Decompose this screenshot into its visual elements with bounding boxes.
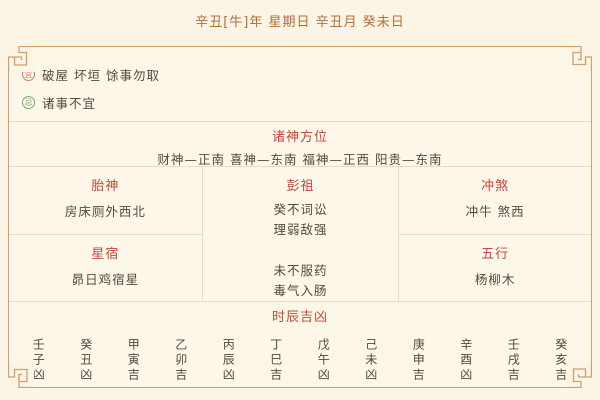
pengzu-taboo-group-day: 癸不词讼 理弱敌强 (203, 200, 399, 240)
hours-luck-section: 时辰吉凶 壬子凶 癸丑凶 甲寅吉 乙卯吉 丙辰凶 丁巳吉 戊午凶 己未凶 庚申吉… (9, 302, 591, 388)
corner-ornament-bottom-right (566, 362, 592, 388)
fetal-god-cell: 胎神 房床厕外西北 (9, 167, 202, 234)
star-mansion-text: 昴日鸡宿星 (71, 272, 140, 287)
clash-cell: 冲煞 冲牛 煞西 (399, 167, 591, 234)
pengzu-line: 理弱敌强 (273, 222, 328, 237)
fetal-god-text: 房床厕外西北 (64, 204, 146, 219)
almanac-grid: 胎神 房床厕外西北 星宿 昴日鸡宿星 彭祖 癸不词讼 理弱敌强 未不服药 毒气入… (9, 167, 591, 301)
avoid-icon: 忌 (22, 95, 35, 109)
hour-column: 壬子凶 (31, 337, 46, 383)
hour-column: 丙辰凶 (221, 337, 236, 383)
five-elements-cell: 五行 杨柳木 (399, 234, 591, 301)
divider (9, 301, 591, 302)
pengzu-line: 未不服药 (273, 263, 328, 278)
clash-title: 冲煞 (481, 179, 510, 194)
hour-column: 戊午凶 (316, 337, 331, 383)
hour-column: 壬戌吉 (506, 337, 521, 383)
suitable-text: 破屋 坏垣 馀事勿取 (42, 67, 160, 83)
hour-column: 乙卯吉 (173, 337, 188, 383)
corner-ornament-top-right (566, 46, 592, 72)
avoid-row: 忌 诸事不宜 (22, 88, 591, 116)
gods-directions-title: 诸神方位 (271, 130, 328, 145)
hour-column: 庚申吉 (411, 337, 426, 383)
pengzu-cell: 彭祖 癸不词讼 理弱敌强 未不服药 毒气入肠 (203, 167, 399, 301)
corner-ornament-top-left (8, 46, 34, 72)
hour-column: 甲寅吉 (126, 337, 141, 383)
pengzu-line: 癸不词讼 (273, 202, 328, 217)
corner-ornament-bottom-left (8, 362, 34, 388)
hour-column: 辛酉凶 (458, 337, 473, 383)
fetal-god-title: 胎神 (91, 179, 120, 194)
grid-column-right: 冲煞 冲牛 煞西 五行 杨柳木 (399, 167, 591, 301)
gods-directions-section: 诸神方位 财神—正南 喜神—东南 福神—正西 阳贵—东南 (9, 122, 591, 167)
star-mansion-title: 星宿 (91, 247, 120, 262)
pengzu-title: 彭祖 (286, 179, 315, 194)
avoid-text: 诸事不宜 (42, 95, 97, 111)
hour-column: 己未凶 (363, 337, 378, 383)
pengzu-taboo-group-branch: 未不服药 毒气入肠 (203, 261, 399, 301)
grid-column-center: 彭祖 癸不词讼 理弱敌强 未不服药 毒气入肠 (203, 167, 400, 301)
clash-text: 冲牛 煞西 (465, 204, 525, 219)
star-mansion-cell: 星宿 昴日鸡宿星 (9, 234, 202, 301)
date-header: 辛丑[牛]年 星期日 辛丑月 癸未日 (195, 15, 405, 30)
gods-directions-text: 财神—正南 喜神—东南 福神—正西 阳贵—东南 (157, 152, 443, 167)
hour-column: 癸丑凶 (78, 337, 93, 383)
pengzu-line: 毒气入肠 (273, 283, 328, 298)
hours-luck-title: 时辰吉凶 (271, 310, 328, 325)
suitable-row: 宜 破屋 坏垣 馀事勿取 (22, 60, 591, 88)
hour-column: 丁巳吉 (268, 337, 283, 383)
almanac-panel: 宜 破屋 坏垣 馀事勿取 忌 诸事不宜 诸神方位 财神—正南 喜神—东南 福神—… (8, 46, 592, 388)
divider (9, 121, 591, 122)
hour-column: 癸亥吉 (553, 337, 568, 383)
hours-row: 壬子凶 癸丑凶 甲寅吉 乙卯吉 丙辰凶 丁巳吉 戊午凶 己未凶 庚申吉 辛酉凶 … (9, 332, 591, 388)
five-elements-text: 杨柳木 (474, 272, 516, 287)
grid-column-left: 胎神 房床厕外西北 星宿 昴日鸡宿星 (9, 167, 203, 301)
five-elements-title: 五行 (481, 247, 510, 262)
divider (9, 166, 591, 167)
advice-section: 宜 破屋 坏垣 馀事勿取 忌 诸事不宜 (9, 47, 591, 121)
